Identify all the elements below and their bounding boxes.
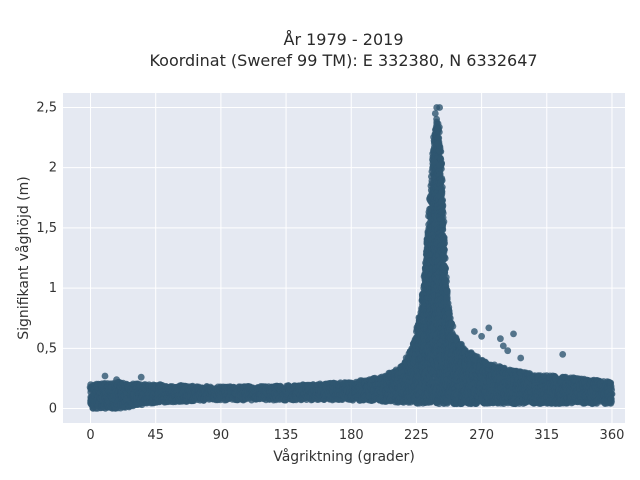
data-point xyxy=(438,177,446,184)
data-point xyxy=(434,125,442,132)
data-point xyxy=(441,264,449,271)
gridlines xyxy=(63,93,625,423)
data-point xyxy=(443,287,451,295)
data-point xyxy=(436,147,444,155)
data-point xyxy=(439,196,446,204)
data-point xyxy=(439,220,447,228)
data-point xyxy=(443,278,450,285)
data-points xyxy=(86,104,616,412)
data-point xyxy=(437,162,444,169)
chart-title-line-1: År 1979 - 2019 xyxy=(284,30,404,49)
data-point xyxy=(440,246,448,253)
data-point xyxy=(441,254,449,262)
data-point xyxy=(439,207,447,215)
data-point xyxy=(438,188,446,195)
plot-area xyxy=(63,93,625,423)
chart-title-line-2: Koordinat (Sweref 99 TM): E 332380, N 63… xyxy=(149,51,537,70)
